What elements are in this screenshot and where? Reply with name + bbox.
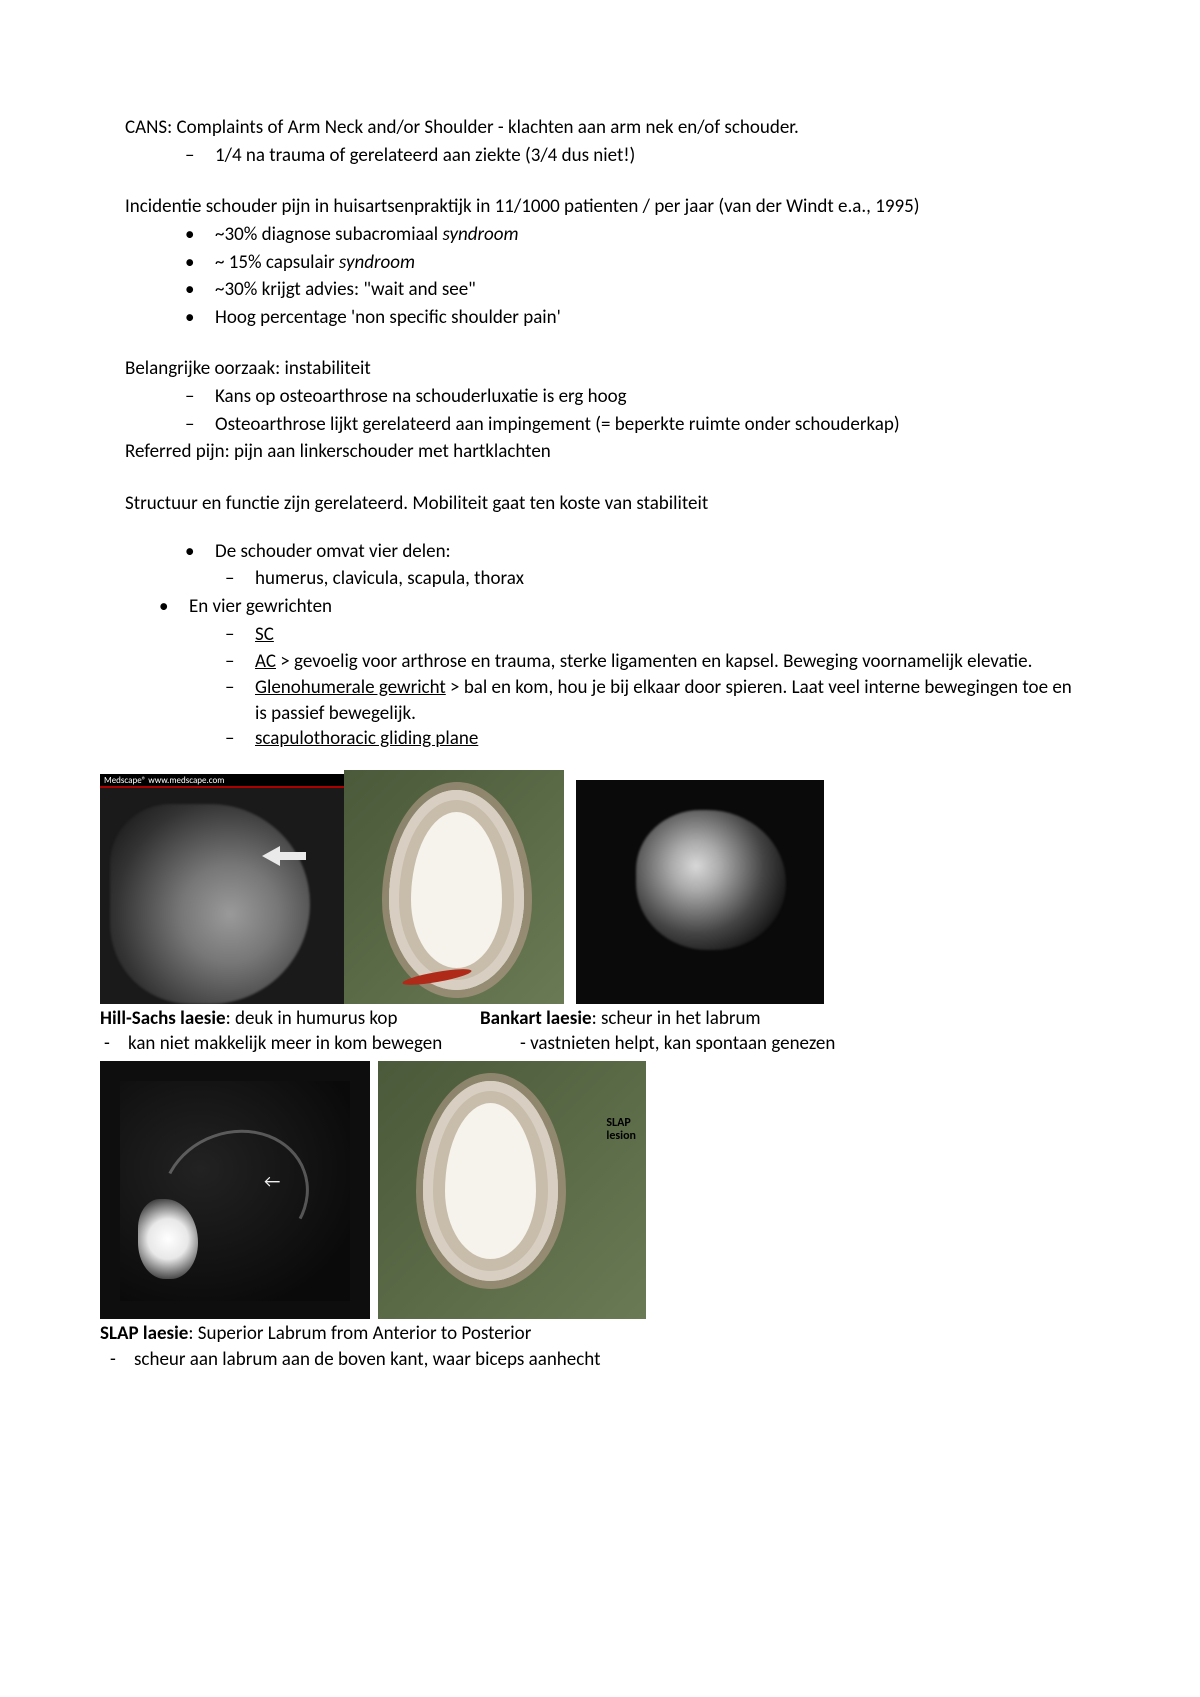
dash-icon (225, 567, 255, 590)
xray-banner: Medscape® www.medscape.com (100, 774, 344, 788)
incidentie-lead: Incidentie schouder pijn in huisartsenpr… (125, 194, 1075, 220)
hyphen-icon (100, 1032, 128, 1055)
dot-icon (185, 278, 215, 301)
mri-bankart-image (576, 780, 824, 1004)
dot-icon (185, 251, 215, 274)
slap-sub: scheur aan labrum aan de boven kant, waa… (100, 1347, 1075, 1373)
bankart-sub: - vastnieten helpt, kan spontaan genezen (480, 1031, 1075, 1057)
inc-item-2: ~30% krijgt advies: "wait and see" (125, 277, 1075, 303)
joint-ac: – AC > gevoelig voor arthrose en trauma,… (125, 649, 1075, 675)
mri-slap-image: ← (100, 1061, 370, 1319)
dash-icon: – (225, 675, 255, 726)
glenoid-slap-illustration-image: SLAP lesion (378, 1061, 646, 1319)
dash-icon: – (225, 649, 255, 675)
arrow-icon: ← (264, 1169, 280, 1193)
structuur-lead: Structuur en functie zijn gerelateerd. M… (125, 491, 1075, 517)
dash-icon (185, 385, 215, 408)
dot-icon (185, 540, 215, 563)
dot-icon (185, 306, 215, 329)
glenoid-illustration-image (344, 770, 564, 1004)
oorzaak-head: Belangrijke oorzaak: instabiliteit (125, 356, 1075, 382)
inc-item-1: ~ 15% capsulair syndroom (125, 250, 1075, 276)
joint-sc: SC (125, 622, 1075, 648)
structuur-b2: En vier gewrichten (125, 594, 1075, 620)
dash-icon (225, 623, 255, 646)
intro-sub: 1/4 na trauma of gerelateerd aan ziekte … (125, 143, 1075, 169)
oorzaak-item-0: Kans op osteoarthrose na schouderluxatie… (125, 384, 1075, 410)
intro-sub-text: 1/4 na trauma of gerelateerd aan ziekte … (215, 144, 635, 167)
dot-icon (185, 223, 215, 246)
dash-icon (225, 727, 255, 750)
inc-item-0: ~30% diagnose subacromiaal syndroom (125, 222, 1075, 248)
oorzaak-item-1: Osteoarthrose lijkt gerelateerd aan impi… (125, 412, 1075, 438)
inc-item-3: Hoog percentage 'non specific shoulder p… (125, 305, 1075, 331)
slap-annotation: SLAP lesion (606, 1117, 636, 1143)
slap-caption: SLAP laesie: Superior Labrum from Anteri… (100, 1321, 1075, 1347)
structuur-b1a: humerus, clavicula, scapula, thorax (125, 566, 1075, 592)
image-row-2: ← SLAP lesion (100, 1061, 1075, 1319)
slap-caption-block: SLAP laesie: Superior Labrum from Anteri… (100, 1321, 1075, 1372)
image-row-1: Medscape® www.medscape.com (100, 770, 1075, 1004)
captions-row-1: Hill-Sachs laesie: deuk in humurus kop k… (100, 1006, 1075, 1057)
structuur-b1: De schouder omvat vier delen: (125, 539, 1075, 565)
dash-icon (185, 144, 215, 167)
arrow-icon (262, 846, 306, 866)
xray-hill-sachs-image: Medscape® www.medscape.com (100, 774, 344, 1004)
bankart-caption: Bankart laesie: scheur in het labrum (480, 1006, 1075, 1032)
hill-sachs-caption: Hill-Sachs laesie: deuk in humurus kop (100, 1006, 460, 1032)
hill-sachs-sub: kan niet makkelijk meer in kom bewegen (100, 1031, 460, 1057)
intro-line: CANS: Complaints of Arm Neck and/or Shou… (125, 115, 1075, 141)
joint-st: scapulothoracic gliding plane (125, 726, 1075, 752)
dash-icon (185, 413, 215, 436)
referred-pain: Referred pijn: pijn aan linkerschouder m… (125, 439, 1075, 465)
hyphen-icon (106, 1348, 134, 1371)
dot-icon (159, 595, 189, 618)
joint-gh: – Glenohumerale gewricht > bal en kom, h… (125, 675, 1075, 726)
